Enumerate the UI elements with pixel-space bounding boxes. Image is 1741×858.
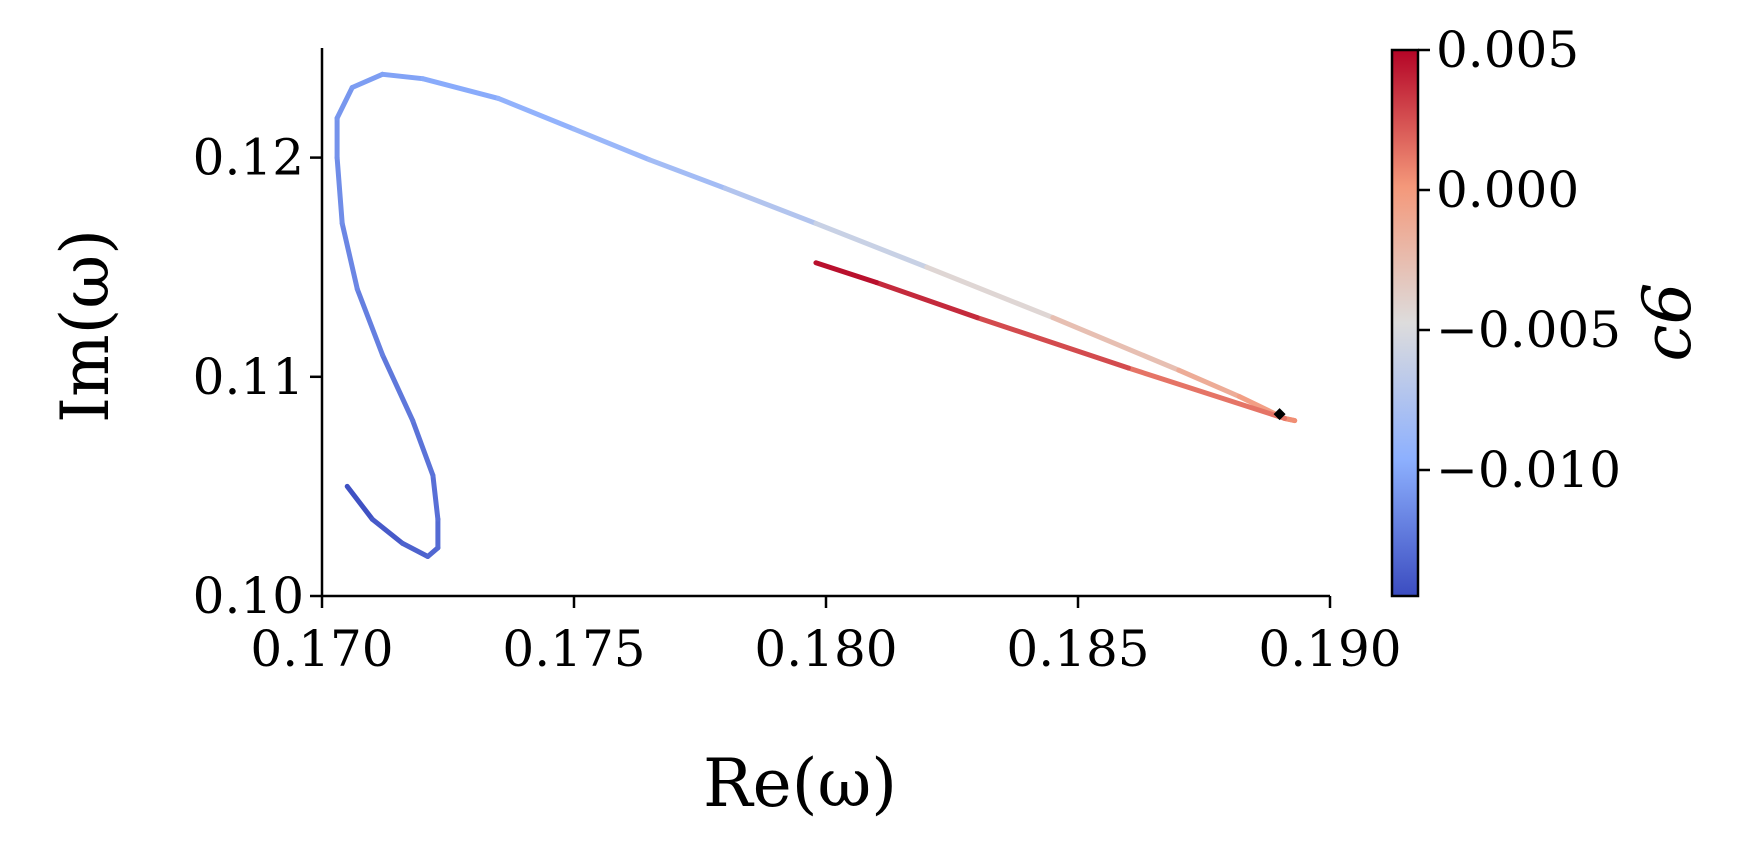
series-segment [334, 155, 345, 226]
colorbar-tick-label: −0.005 [1436, 301, 1621, 359]
series-group [334, 71, 1298, 559]
y-tick-label: 0.12 [193, 129, 304, 187]
x-tick-label: 0.190 [1258, 620, 1401, 678]
series-segment [873, 280, 980, 321]
x-ticks: 0.170 0.175 0.180 0.185 0.190 [250, 596, 1402, 678]
series-segment [1176, 367, 1242, 399]
colorbar-gradient [1390, 48, 1420, 598]
series-segment [924, 264, 1056, 321]
series-segment [813, 220, 930, 270]
series-segment [571, 126, 653, 163]
series-segment [647, 157, 728, 191]
colorbar-tick-label: 0.005 [1436, 21, 1579, 79]
series-segment [380, 352, 416, 424]
y-tick-label: 0.10 [193, 567, 304, 625]
plot-area: 0.170 0.175 0.180 0.185 0.190 0.10 0.11 0.12 [193, 48, 1402, 678]
series-segment [334, 85, 355, 121]
series-segment [349, 71, 385, 90]
series-segment [420, 76, 501, 101]
series-segment [369, 516, 406, 546]
colorbar-title: c6 [1629, 283, 1706, 362]
marker-group [1273, 408, 1286, 421]
series-segment [354, 286, 385, 358]
series-segment [1125, 365, 1288, 421]
series-segment [813, 260, 879, 285]
colorbar-tick-label: −0.010 [1436, 441, 1621, 499]
colorbar: 0.005 0.000 −0.005 −0.010 c6 [1390, 21, 1706, 598]
x-tick-label: 0.185 [1006, 620, 1149, 678]
series-segment [344, 483, 375, 522]
series-segment [974, 315, 1131, 371]
series-segment [1050, 315, 1182, 373]
x-tick-label: 0.170 [250, 620, 393, 678]
x-tick-label: 0.175 [502, 620, 645, 678]
series-segment [495, 95, 577, 132]
series-segment [722, 185, 819, 226]
colorbar-tick-label: 0.000 [1436, 161, 1579, 219]
colorbar-ticks: 0.005 0.000 −0.005 −0.010 [1418, 21, 1621, 499]
series-segment [339, 220, 360, 292]
x-tick-label: 0.180 [754, 620, 897, 678]
series-segment [430, 472, 441, 522]
y-axis-title: Im(ω) [47, 229, 124, 423]
highlight-marker [1273, 408, 1286, 421]
y-tick-label: 0.11 [193, 348, 304, 406]
series-segment [410, 418, 436, 478]
x-axis-title: Re(ω) [703, 745, 897, 822]
series-segment [380, 71, 426, 82]
series-segment [400, 540, 431, 559]
y-ticks: 0.10 0.11 0.12 [193, 129, 322, 625]
